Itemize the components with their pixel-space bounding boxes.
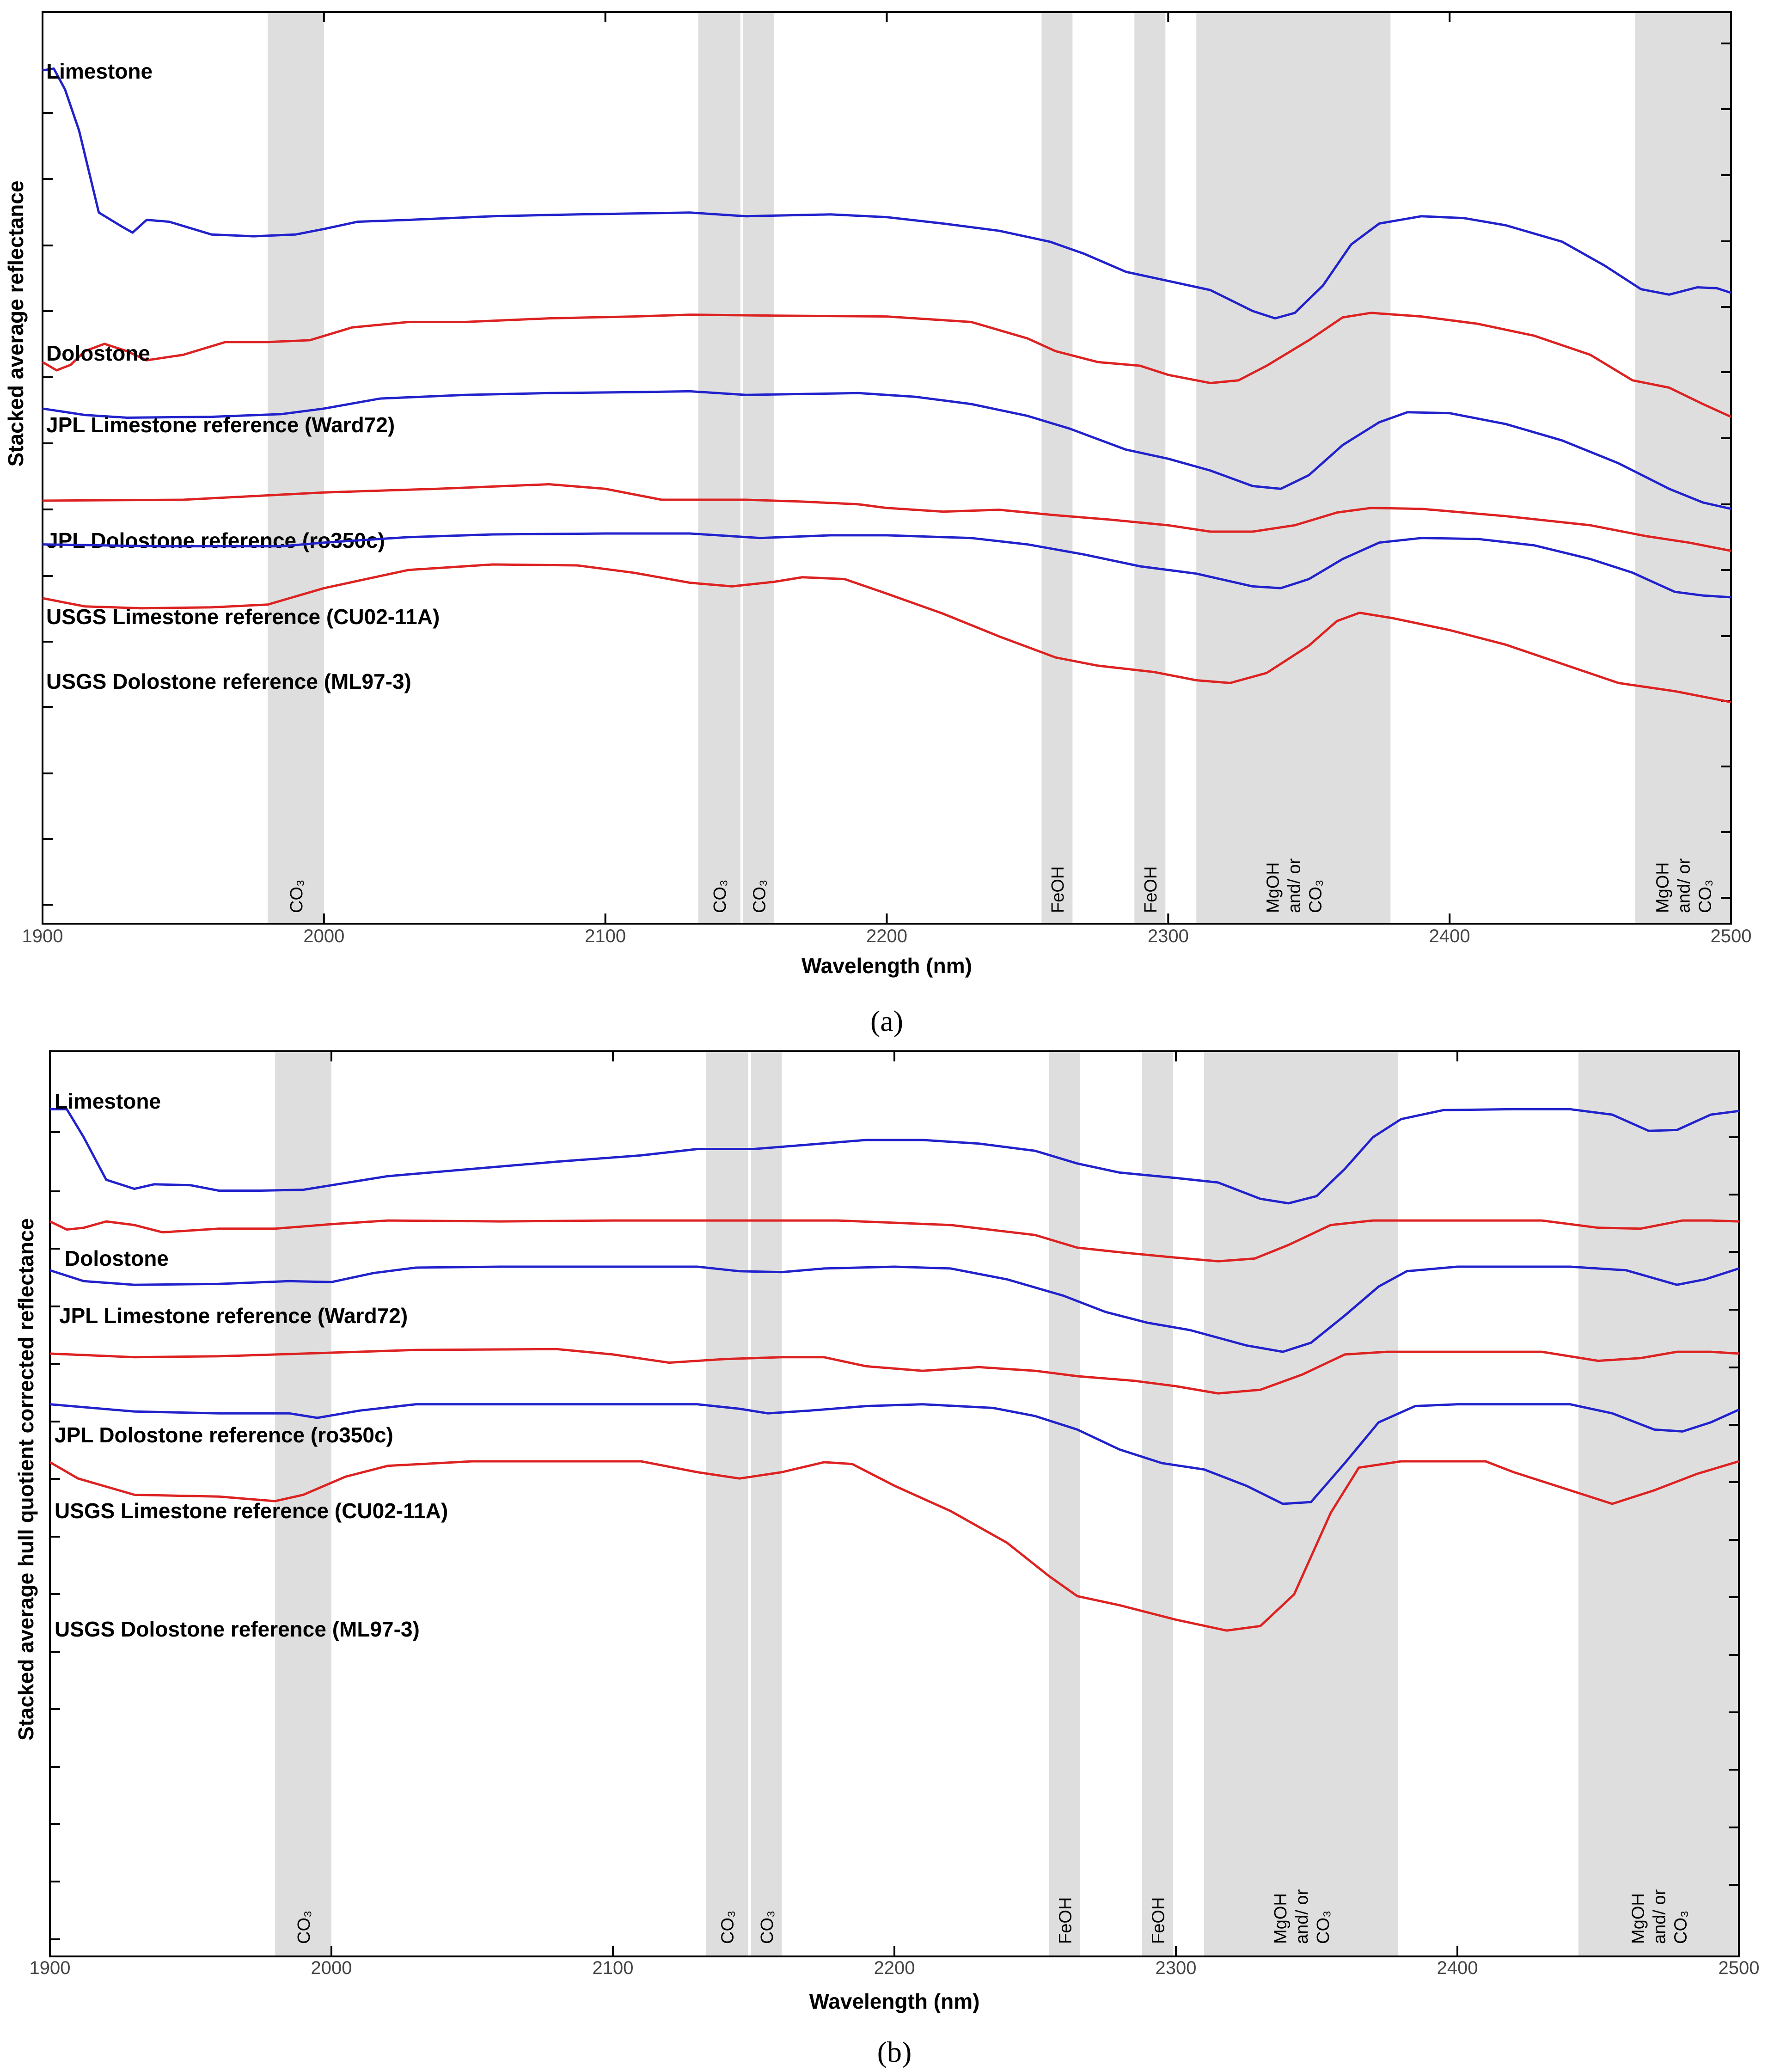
series-line	[49, 1348, 1739, 1395]
x-tick-label: 2400	[1437, 1958, 1478, 1978]
absorption-band-label: MgOH and/ or CO₃	[1263, 858, 1325, 913]
absorption-band-label: FeOH	[1149, 1897, 1168, 1944]
absorption-band	[1041, 12, 1073, 924]
series-label: USGS Limestone reference (CU02-11A)	[55, 1499, 448, 1523]
absorption-band-label: CO₃	[750, 880, 769, 913]
x-tick-label: 2200	[874, 1958, 915, 1978]
x-tick-label: 2200	[866, 926, 907, 946]
series-line	[49, 1219, 1739, 1263]
panel-label: (a)	[870, 1005, 903, 1037]
absorption-band	[1049, 1051, 1080, 1956]
series-line	[49, 1265, 1739, 1353]
series-label: Dolostone	[46, 341, 150, 365]
absorption-band-label: MgOH and/ or CO₃	[1628, 1889, 1690, 1944]
series-line	[50, 1108, 1739, 1205]
absorption-band	[751, 1051, 782, 1956]
x-axis-title: Wavelength (nm)	[801, 954, 972, 978]
absorption-band-label: CO₃	[758, 1911, 777, 1944]
y-axis-title: Stacked average reflectance	[4, 181, 28, 467]
absorption-band-label: CO₃	[718, 1911, 738, 1944]
absorption-band	[705, 1051, 748, 1956]
chart-panel-b: 1900 2000 2100 2200 2300 2400 2500 CO₃ CO₃ CO₃ FeO…	[14, 1050, 1760, 2068]
series-line	[42, 483, 1731, 552]
absorption-band	[1204, 1051, 1399, 1956]
series-line	[42, 563, 1731, 704]
series-label: USGS Limestone reference (CU02-11A)	[46, 605, 440, 629]
series-label: USGS Dolostone reference (ML97-3)	[55, 1617, 420, 1641]
series-line	[42, 312, 1732, 418]
absorption-band	[275, 1051, 331, 1956]
series-line	[42, 532, 1731, 599]
absorption-band	[698, 12, 740, 924]
x-tick-label: 2100	[585, 926, 626, 946]
x-tick-label: 2000	[311, 1958, 352, 1978]
x-tick-label: 2100	[593, 1958, 634, 1978]
y-axis-title: Stacked average hull quotient corrected …	[14, 1218, 38, 1741]
series-line	[49, 1460, 1739, 1632]
absorption-band-label: CO₃	[294, 1911, 314, 1944]
series-label: JPL Dolostone reference (ro350c)	[55, 1423, 393, 1447]
series-label: Limestone	[46, 59, 153, 83]
absorption-band	[1635, 12, 1731, 924]
chart-panel-a: 1900 2000 2100 2200 2300 2400 2500 CO₃ CO₃ CO₃ FeO…	[4, 11, 1752, 1037]
x-tick-label: 2000	[303, 926, 344, 946]
series-line	[42, 67, 1731, 320]
series-label: Limestone	[55, 1089, 161, 1113]
x-tick-label: 1900	[22, 926, 63, 946]
series-label: USGS Dolostone reference (ML97-3)	[46, 669, 411, 693]
series-label: Dolostone	[65, 1246, 169, 1270]
series-label: JPL Limestone reference (Ward72)	[46, 413, 395, 437]
x-axis-title: Wavelength (nm)	[809, 1989, 980, 2013]
absorption-band	[1578, 1051, 1739, 1956]
x-tick-label: 2400	[1429, 926, 1470, 946]
x-tick-label: 1900	[30, 1958, 71, 1978]
x-tick-label: 2300	[1156, 1958, 1197, 1978]
absorption-band	[743, 12, 774, 924]
x-tick-label: 2300	[1148, 926, 1189, 946]
absorption-band	[268, 12, 324, 924]
series-line	[49, 1403, 1740, 1505]
x-tick-label: 2500	[1711, 926, 1752, 946]
series-line	[42, 390, 1731, 510]
series-label: JPL Limestone reference (Ward72)	[59, 1304, 408, 1328]
series-label: JPL Dolostone reference (ro350c)	[46, 528, 385, 552]
panel-label: (b)	[877, 2035, 912, 2068]
absorption-band-label: MgOH and/ or CO₃	[1271, 1889, 1333, 1944]
absorption-band	[1134, 12, 1166, 924]
absorption-band-label: FeOH	[1056, 1897, 1075, 1944]
x-tick-label: 2500	[1719, 1958, 1760, 1978]
absorption-band-label: FeOH	[1141, 866, 1161, 913]
absorption-band-label: CO₃	[710, 880, 730, 913]
absorption-band-label: MgOH and/ or CO₃	[1653, 858, 1715, 913]
absorption-band	[1142, 1051, 1173, 1956]
absorption-band-label: CO₃	[287, 880, 306, 913]
absorption-band-label: FeOH	[1048, 866, 1068, 913]
absorption-band	[1196, 12, 1391, 924]
